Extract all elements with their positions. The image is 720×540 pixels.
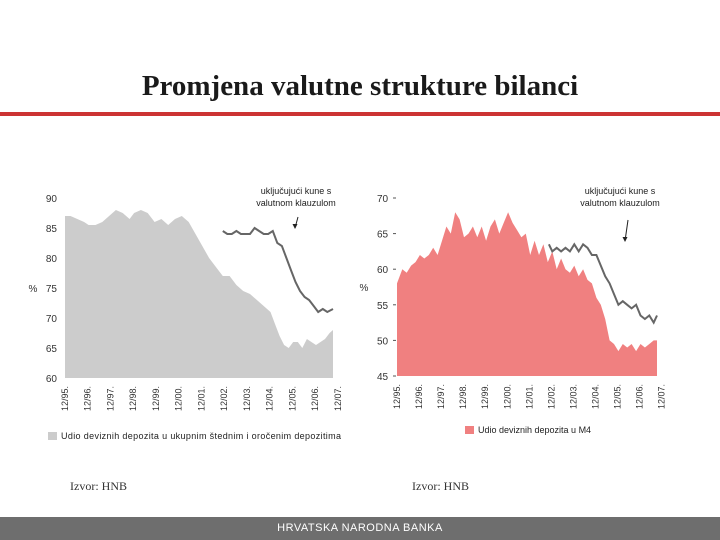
line-series [222, 226, 334, 314]
x-tick-label: 12/04. [591, 384, 601, 409]
chart-foreign-deposits-savings: 60 65 70 75 80 85 90% 12/95. 12/96. 12/97. 12/98. 1… [20, 180, 350, 450]
x-tick-label: 12/97. [106, 386, 116, 411]
x-tick-label: 12/07. [657, 384, 667, 409]
slide-title: Promjena valutne strukture bilanci [141, 70, 579, 102]
x-tick-label: 12/95. [392, 384, 402, 409]
annotation-label: uključujući kune s valutnom klauzulom [256, 186, 336, 208]
x-tick-label: 12/02. [546, 384, 556, 409]
x-tick-label: 12/04. [265, 386, 275, 411]
title-rule [0, 112, 720, 116]
annotation-line: uključujući kune s [585, 186, 656, 196]
y-tick-label: 75 [46, 284, 58, 295]
line-series [547, 242, 658, 325]
x-tick-label: 12/00. [502, 384, 512, 409]
y-tick-label: 60 [46, 374, 58, 385]
x-tick-label: 12/98. [128, 386, 138, 411]
source-note-left: Izvor: HNB [70, 479, 127, 493]
chart-svg: 45 50 55 60 65 70% 12/95. 12/96. 12/97. 12/98. 12/… [360, 186, 667, 435]
y-tick-label: 80 [46, 254, 58, 265]
annotation-line: valutnom klauzulom [256, 198, 336, 208]
x-tick-label: 12/03. [242, 386, 252, 411]
y-tick-label: 50 [377, 336, 389, 347]
y-axis-label: % [29, 284, 38, 295]
y-tick-label: 90 [46, 194, 58, 205]
annotation-label: uključujući kune s valutnom klauzulom [580, 186, 660, 208]
legend-label: Udio deviznih depozita u ukupnim štednim… [61, 431, 341, 441]
x-tick-label: 12/01. [196, 386, 206, 411]
chart-svg: 60 65 70 75 80 85 90% 12/95. 12/96. 12/97. 12/98. 1… [29, 186, 343, 441]
y-tick-label: 60 [377, 265, 389, 276]
footer-bar: HRVATSKA NARODNA BANKA [0, 517, 720, 540]
area-series [397, 212, 657, 376]
y-axis-label: % [360, 283, 369, 294]
y-tick-label: 70 [377, 194, 389, 205]
x-tick-label: 12/02. [219, 386, 229, 411]
annotation-arrowhead [622, 237, 628, 242]
y-tick-label: 65 [377, 230, 389, 241]
annotation-line: valutnom klauzulom [580, 198, 660, 208]
x-tick-label: 12/96. [83, 386, 93, 411]
x-tick-label: 12/98. [458, 384, 468, 409]
x-tick-label: 12/06. [310, 386, 320, 411]
footer-title: HRVATSKA NARODNA BANKA [277, 522, 443, 534]
source-note-right: Izvor: HNB [412, 479, 469, 493]
y-tick-label: 65 [46, 344, 58, 355]
y-tick-label: 55 [377, 301, 389, 312]
y-tick-label: 70 [46, 314, 58, 325]
x-tick-label: 12/03. [568, 384, 578, 409]
x-tick-label: 12/97. [436, 384, 446, 409]
x-tick-label: 12/00. [174, 386, 184, 411]
legend-label: Udio deviznih depozita u M4 [478, 425, 591, 435]
y-tick-label: 85 [46, 224, 58, 235]
x-tick-label: 12/05. [613, 384, 623, 409]
y-tick-label: 45 [377, 372, 389, 383]
x-tick-label: 12/95. [60, 386, 70, 411]
annotation-arrowhead [292, 224, 298, 229]
x-tick-label: 12/05. [287, 386, 297, 411]
chart-foreign-deposits-m4: 45 50 55 60 65 70% 12/95. 12/96. 12/97. 12/98. 12/… [355, 180, 685, 450]
area-series [65, 210, 333, 378]
x-tick-label: 12/06. [635, 384, 645, 409]
x-tick-label: 12/07. [333, 386, 343, 411]
legend-swatch [48, 432, 57, 440]
x-tick-label: 12/01. [524, 384, 534, 409]
x-tick-label: 12/99. [480, 384, 490, 409]
annotation-line: uključujući kune s [261, 186, 332, 196]
legend-swatch [465, 426, 474, 434]
x-tick-label: 12/99. [151, 386, 161, 411]
x-tick-label: 12/96. [414, 384, 424, 409]
